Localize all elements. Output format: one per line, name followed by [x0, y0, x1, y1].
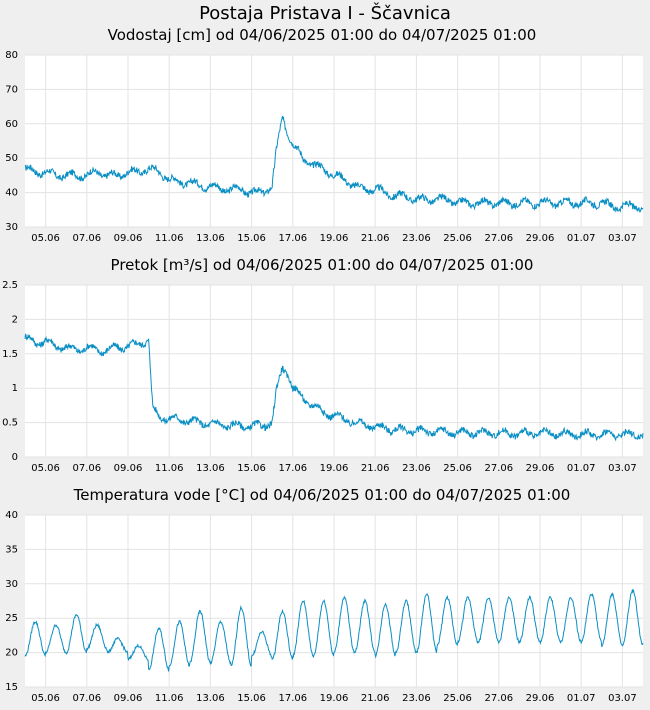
water-level-y-tick-label: 80: [5, 50, 18, 61]
temperature-x-tick-label: 05.06: [31, 693, 60, 704]
water-level-x-tick-label: 13.06: [196, 233, 225, 244]
flow-x-tick-label: 11.06: [155, 463, 184, 474]
temperature-x-tick-label: 11.06: [155, 693, 184, 704]
temperature-x-tick-label: 25.06: [443, 693, 472, 704]
temperature-x-tick-label: 27.06: [484, 693, 513, 704]
water-level-x-tick-label: 29.06: [526, 233, 555, 244]
water-level-x-tick-label: 21.06: [361, 233, 390, 244]
water-level-x-tick-label: 09.06: [114, 233, 143, 244]
water-level-y-tick-label: 50: [5, 153, 18, 164]
flow-x-tick-label: 27.06: [484, 463, 513, 474]
water-level-x-tick-label: 15.06: [237, 233, 266, 244]
temperature-y-tick-label: 25: [5, 613, 18, 624]
flow-x-tick-label: 15.06: [237, 463, 266, 474]
flow-y-tick-label: 1: [12, 383, 18, 394]
flow-y-tick-label: 0: [12, 452, 18, 463]
water-level-y-tick-label: 70: [5, 84, 18, 95]
temperature-x-tick-label: 19.06: [320, 693, 349, 704]
temperature-chart-title: Temperatura vode [°C] od 04/06/2025 01:0…: [73, 486, 571, 504]
flow-x-tick-label: 01.07: [567, 463, 596, 474]
temperature-series-line: [24, 588, 644, 673]
flow-x-tick-label: 29.06: [526, 463, 555, 474]
water-level-y-tick-label: 40: [5, 188, 18, 199]
water-level-x-tick-label: 23.06: [402, 233, 431, 244]
flow-x-tick-label: 07.06: [72, 463, 101, 474]
water-level-x-tick-label: 11.06: [155, 233, 184, 244]
water-level-x-tick-label: 03.07: [608, 233, 637, 244]
temperature-x-tick-label: 21.06: [361, 693, 390, 704]
flow-y-tick-label: 0.5: [2, 418, 18, 429]
temperature-x-tick-label: 07.06: [72, 693, 101, 704]
water-level-y-tick-label: 60: [5, 119, 18, 130]
temperature-x-tick-label: 29.06: [526, 693, 555, 704]
water-level-x-tick-label: 07.06: [72, 233, 101, 244]
flow-x-tick-label: 25.06: [443, 463, 472, 474]
temperature-x-tick-label: 01.07: [567, 693, 596, 704]
water-level-x-tick-label: 17.06: [278, 233, 307, 244]
temperature-x-tick-label: 13.06: [196, 693, 225, 704]
page-title: Postaja Pristava I - Ščavnica: [199, 3, 451, 24]
water-level-x-tick-label: 01.07: [567, 233, 596, 244]
flow-chart: Pretok [m³/s] od 04/06/2025 01:00 do 04/…: [2, 256, 644, 474]
flow-x-tick-label: 19.06: [320, 463, 349, 474]
flow-x-tick-label: 21.06: [361, 463, 390, 474]
flow-x-tick-label: 09.06: [114, 463, 143, 474]
temperature-x-tick-label: 15.06: [237, 693, 266, 704]
temperature-y-tick-label: 20: [5, 648, 18, 659]
temperature-y-tick-label: 35: [5, 544, 18, 555]
flow-series-line: [24, 333, 644, 442]
water-level-x-tick-label: 25.06: [443, 233, 472, 244]
water-level-x-tick-label: 05.06: [31, 233, 60, 244]
water-level-chart: Vodostaj [cm] od 04/06/2025 01:00 do 04/…: [5, 26, 644, 244]
flow-y-tick-label: 2.5: [2, 280, 18, 291]
temperature-y-tick-label: 15: [5, 682, 18, 693]
temperature-y-tick-label: 40: [5, 510, 18, 521]
flow-x-tick-label: 05.06: [31, 463, 60, 474]
water-level-x-tick-label: 19.06: [320, 233, 349, 244]
water-level-x-tick-label: 27.06: [484, 233, 513, 244]
flow-chart-title: Pretok [m³/s] od 04/06/2025 01:00 do 04/…: [111, 256, 534, 274]
temperature-x-tick-label: 03.07: [608, 693, 637, 704]
flow-x-tick-label: 17.06: [278, 463, 307, 474]
water-level-chart-title: Vodostaj [cm] od 04/06/2025 01:00 do 04/…: [108, 26, 537, 44]
temperature-x-tick-label: 17.06: [278, 693, 307, 704]
temperature-x-tick-label: 09.06: [114, 693, 143, 704]
flow-x-tick-label: 03.07: [608, 463, 637, 474]
flow-x-tick-label: 13.06: [196, 463, 225, 474]
water-level-series-line: [24, 115, 644, 213]
temperature-y-tick-label: 30: [5, 579, 18, 590]
flow-x-tick-label: 23.06: [402, 463, 431, 474]
flow-y-tick-label: 1.5: [2, 349, 18, 360]
flow-y-tick-label: 2: [12, 314, 18, 325]
water-level-y-tick-label: 30: [5, 222, 18, 233]
temperature-x-tick-label: 23.06: [402, 693, 431, 704]
temperature-chart: Temperatura vode [°C] od 04/06/2025 01:0…: [5, 486, 644, 704]
